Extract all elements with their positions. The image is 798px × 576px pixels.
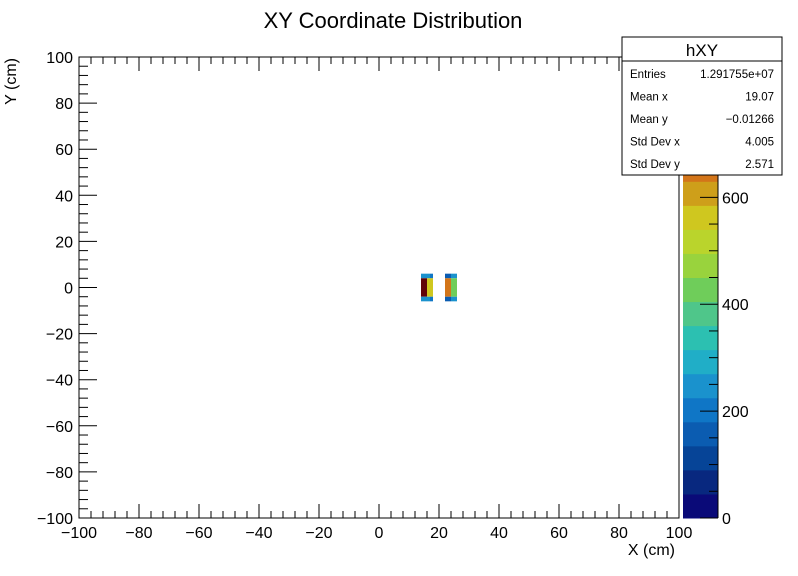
x-tick-label: 40: [490, 525, 508, 542]
palette-swatch: [683, 373, 718, 399]
heatmap-cell: [445, 296, 451, 302]
y-tick-label: 40: [55, 188, 73, 205]
palette-swatch: [683, 205, 718, 230]
palette-swatch: [683, 493, 718, 519]
palette-swatch: [683, 277, 718, 303]
stats-row-label: Std Dev x: [630, 137, 680, 149]
heatmap-cell: [445, 278, 451, 297]
z-tick-label: 0: [722, 511, 731, 528]
palette-swatch: [683, 469, 718, 495]
x-axis-title: X (cm): [628, 542, 675, 559]
heatmap-cell: [427, 278, 433, 297]
y-axis-title: Y (cm): [3, 58, 20, 105]
palette-swatch: [683, 253, 718, 278]
stats-row-value: 2.571: [745, 159, 774, 171]
stats-row-label: Mean y: [630, 114, 668, 126]
stats-row-value: 19.07: [745, 92, 774, 104]
palette-swatch: [683, 229, 718, 254]
palette-swatch: [683, 349, 718, 375]
stats-box: hXY Entries 1.291755e+07 Mean x 19.07 Mean y…: [621, 36, 783, 176]
palette-swatch: [683, 397, 718, 423]
y-tick-label: −80: [46, 465, 73, 482]
y-tick-label: 0: [64, 281, 73, 298]
x-tick-label: 100: [666, 525, 693, 542]
stats-row-label: Std Dev y: [630, 159, 680, 171]
z-tick-label: 600: [722, 190, 749, 207]
y-tick-label: 20: [55, 234, 73, 251]
y-axis: −100 −80 −60 −40 −20 0 20 40 60 80 100: [37, 50, 97, 528]
stats-row-value: 1.291755e+07: [700, 69, 774, 81]
plot-frame: [78, 56, 680, 519]
x-tick-label: −60: [185, 525, 212, 542]
palette-swatch: [683, 445, 718, 471]
x-tick-label: −40: [245, 525, 272, 542]
heatmap-cell: [451, 278, 457, 297]
y-tick-label: −100: [37, 511, 73, 528]
stats-row-label: Entries: [630, 69, 666, 81]
heatmap-cell: [430, 296, 433, 302]
y-tick-label: −20: [46, 327, 73, 344]
z-axis: 0 200 400 600: [700, 63, 749, 528]
palette-swatch: [683, 301, 718, 327]
heatmap-cells: [421, 273, 457, 302]
heatmap-cell: [430, 273, 433, 279]
heatmap-cell: [445, 273, 451, 279]
heatmap-cell: [421, 273, 430, 279]
x-tick-label: −80: [125, 525, 152, 542]
stats-row-label: Mean x: [630, 92, 668, 104]
chart-title: XY Coordinate Distribution: [264, 8, 523, 33]
palette-swatch: [683, 325, 718, 351]
y-tick-label: 80: [55, 96, 73, 113]
stats-row-value: 4.005: [745, 137, 774, 149]
z-tick-label: 200: [722, 404, 749, 421]
x-tick-label: 80: [610, 525, 628, 542]
palette-swatch: [683, 181, 718, 206]
z-tick-label: 400: [722, 297, 749, 314]
x-axis: −100 −80 −60 −40 −20 0 20 40 60 80 100: [61, 57, 692, 542]
y-tick-label: 60: [55, 142, 73, 159]
heatmap-cell: [421, 296, 430, 302]
stats-row-value: −0.01266: [726, 114, 774, 126]
heatmap-cell: [451, 273, 457, 279]
y-tick-label: −60: [46, 419, 73, 436]
heatmap-cell: [421, 278, 427, 297]
x-tick-label: −100: [61, 525, 97, 542]
stats-name: hXY: [686, 41, 718, 60]
x-tick-label: 20: [430, 525, 448, 542]
heatmap-cell: [451, 296, 457, 302]
x-tick-label: −20: [305, 525, 332, 542]
x-tick-label: 0: [375, 525, 384, 542]
stats-box-frame: [621, 36, 783, 176]
y-tick-label: 100: [46, 50, 73, 67]
palette-swatch: [683, 421, 718, 447]
x-tick-label: 60: [550, 525, 568, 542]
y-tick-label: −40: [46, 373, 73, 390]
